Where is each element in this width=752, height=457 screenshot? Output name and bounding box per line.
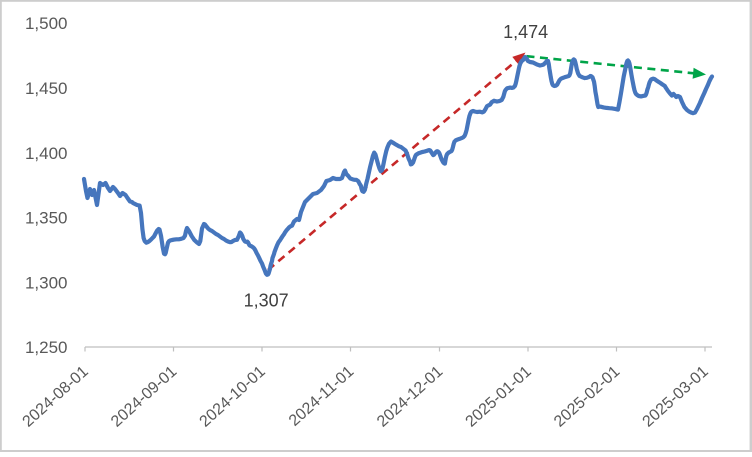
svg-text:1,307: 1,307 <box>244 291 289 311</box>
svg-text:1,450: 1,450 <box>25 79 68 98</box>
svg-text:1,500: 1,500 <box>25 14 68 33</box>
svg-text:1,250: 1,250 <box>25 338 68 357</box>
svg-text:1,400: 1,400 <box>25 144 68 163</box>
svg-text:1,474: 1,474 <box>503 22 548 42</box>
svg-text:1,300: 1,300 <box>25 273 68 292</box>
svg-text:1,350: 1,350 <box>25 209 68 228</box>
